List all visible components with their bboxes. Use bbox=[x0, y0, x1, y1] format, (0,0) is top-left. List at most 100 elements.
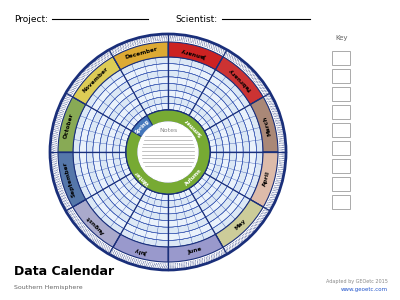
Wedge shape bbox=[196, 98, 222, 124]
Wedge shape bbox=[93, 114, 109, 152]
Wedge shape bbox=[114, 98, 140, 124]
Text: September: September bbox=[62, 160, 76, 197]
Wedge shape bbox=[137, 200, 168, 214]
Wedge shape bbox=[119, 128, 132, 152]
Wedge shape bbox=[168, 97, 196, 110]
Wedge shape bbox=[168, 234, 223, 262]
Wedge shape bbox=[199, 93, 227, 121]
Wedge shape bbox=[233, 152, 250, 193]
Wedge shape bbox=[168, 70, 209, 87]
Wedge shape bbox=[199, 183, 227, 211]
Text: January: January bbox=[182, 47, 208, 59]
Wedge shape bbox=[216, 200, 263, 247]
Wedge shape bbox=[120, 229, 168, 247]
Wedge shape bbox=[196, 180, 222, 206]
Wedge shape bbox=[216, 57, 263, 104]
Wedge shape bbox=[168, 194, 196, 207]
Wedge shape bbox=[168, 77, 206, 93]
Bar bbox=[332, 123, 350, 137]
Wedge shape bbox=[168, 211, 206, 227]
Wedge shape bbox=[109, 183, 137, 211]
Bar bbox=[332, 177, 350, 191]
Wedge shape bbox=[209, 193, 244, 229]
Wedge shape bbox=[137, 90, 168, 104]
Wedge shape bbox=[210, 152, 223, 180]
Wedge shape bbox=[192, 176, 216, 200]
Wedge shape bbox=[189, 173, 210, 194]
Wedge shape bbox=[86, 111, 103, 152]
Wedge shape bbox=[93, 152, 109, 190]
Wedge shape bbox=[168, 42, 223, 70]
Bar bbox=[332, 195, 350, 209]
Wedge shape bbox=[206, 190, 239, 223]
Wedge shape bbox=[239, 152, 256, 196]
Text: Notes: Notes bbox=[159, 128, 177, 133]
Wedge shape bbox=[109, 93, 137, 121]
Text: Adapted by GEOetc 2015: Adapted by GEOetc 2015 bbox=[326, 279, 388, 284]
Text: Winter: Winter bbox=[134, 169, 151, 186]
Wedge shape bbox=[244, 152, 263, 200]
Wedge shape bbox=[168, 217, 209, 234]
Wedge shape bbox=[106, 121, 120, 152]
Wedge shape bbox=[239, 108, 256, 152]
Wedge shape bbox=[250, 97, 278, 152]
Wedge shape bbox=[119, 152, 132, 176]
Wedge shape bbox=[227, 152, 243, 190]
Bar bbox=[332, 87, 350, 101]
Bar bbox=[332, 105, 350, 119]
Wedge shape bbox=[100, 152, 114, 186]
Wedge shape bbox=[212, 196, 250, 234]
Wedge shape bbox=[168, 223, 212, 240]
Wedge shape bbox=[168, 206, 202, 220]
Wedge shape bbox=[97, 81, 130, 114]
Text: Key: Key bbox=[335, 35, 348, 41]
Wedge shape bbox=[227, 114, 243, 152]
Wedge shape bbox=[80, 108, 97, 152]
Wedge shape bbox=[204, 128, 217, 152]
Wedge shape bbox=[130, 211, 168, 227]
Text: Scientist:: Scientist: bbox=[175, 15, 217, 24]
Wedge shape bbox=[168, 229, 216, 247]
Wedge shape bbox=[210, 124, 223, 152]
Wedge shape bbox=[212, 70, 250, 108]
Wedge shape bbox=[144, 188, 168, 201]
Bar bbox=[332, 159, 350, 173]
Wedge shape bbox=[168, 83, 202, 98]
Text: July: July bbox=[135, 247, 148, 255]
Wedge shape bbox=[126, 110, 210, 194]
Wedge shape bbox=[86, 196, 124, 234]
Text: Southern Hemisphere: Southern Hemisphere bbox=[14, 285, 83, 290]
Wedge shape bbox=[168, 103, 192, 116]
Wedge shape bbox=[168, 90, 199, 104]
Text: May: May bbox=[234, 218, 247, 231]
Bar bbox=[332, 141, 350, 155]
Bar bbox=[332, 51, 350, 65]
Wedge shape bbox=[126, 110, 147, 131]
Wedge shape bbox=[73, 152, 92, 200]
Wedge shape bbox=[73, 104, 92, 152]
Wedge shape bbox=[134, 206, 168, 220]
Wedge shape bbox=[126, 173, 147, 194]
Circle shape bbox=[138, 122, 198, 182]
Wedge shape bbox=[204, 152, 217, 176]
Wedge shape bbox=[140, 194, 168, 207]
Text: Project:: Project: bbox=[14, 15, 48, 24]
Text: Summer: Summer bbox=[184, 117, 203, 136]
Wedge shape bbox=[144, 103, 168, 116]
Wedge shape bbox=[86, 152, 103, 193]
Wedge shape bbox=[124, 223, 168, 240]
Wedge shape bbox=[86, 70, 124, 108]
Wedge shape bbox=[168, 200, 199, 214]
Wedge shape bbox=[127, 217, 168, 234]
Wedge shape bbox=[244, 104, 263, 152]
Wedge shape bbox=[120, 176, 144, 200]
Wedge shape bbox=[168, 64, 212, 81]
Wedge shape bbox=[113, 234, 168, 262]
Text: www.geoetc.com: www.geoetc.com bbox=[341, 287, 388, 292]
Wedge shape bbox=[100, 118, 114, 152]
Wedge shape bbox=[202, 87, 233, 118]
Wedge shape bbox=[216, 121, 230, 152]
Wedge shape bbox=[92, 193, 127, 229]
Wedge shape bbox=[58, 152, 86, 207]
Wedge shape bbox=[233, 111, 250, 152]
